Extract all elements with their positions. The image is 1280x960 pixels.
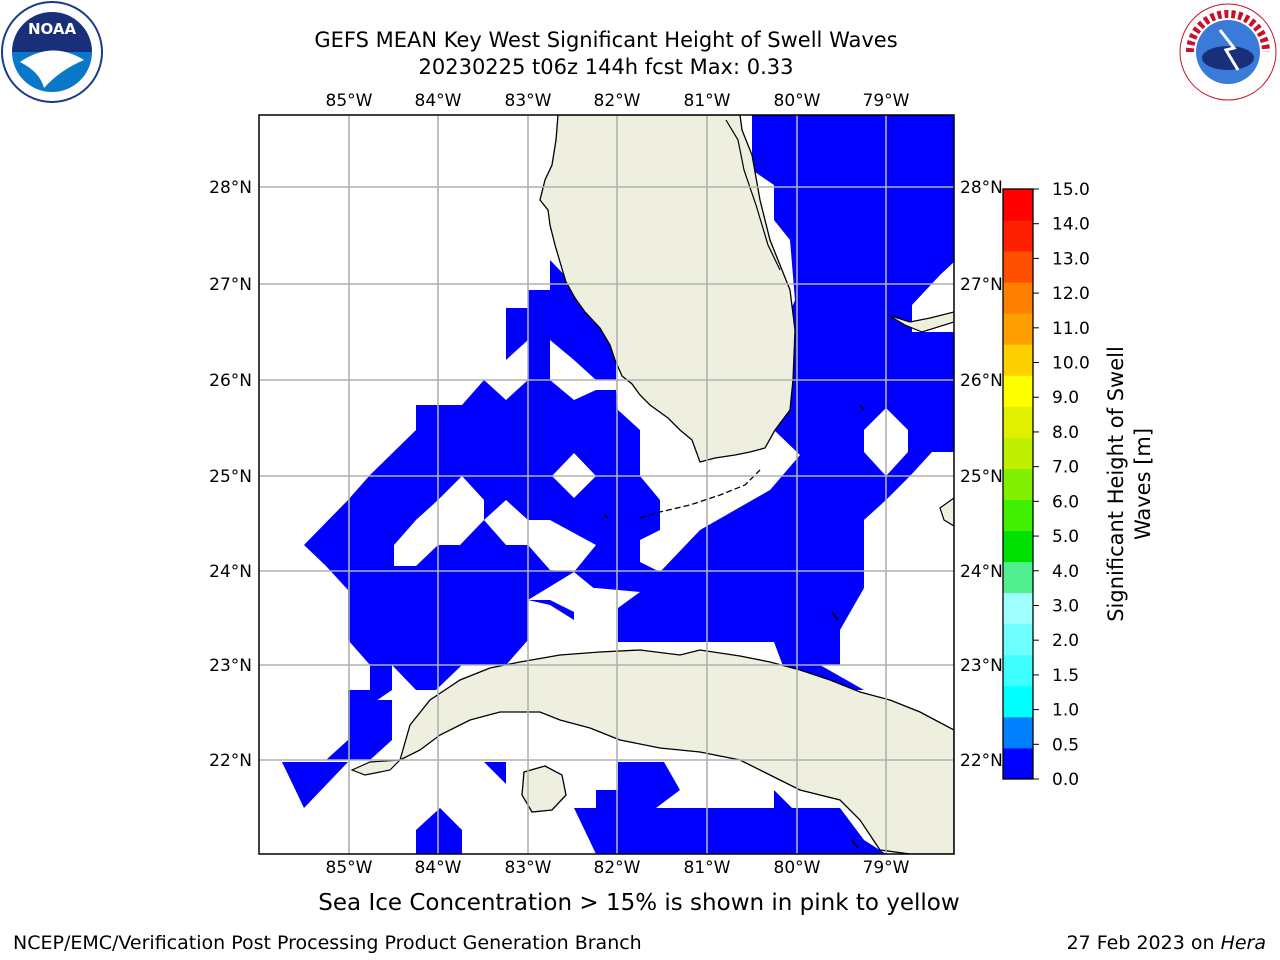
- colorbar-swatch: [1003, 468, 1033, 501]
- colorbar-swatch: [1003, 375, 1033, 407]
- colorbar-label-line2: Waves [m]: [1131, 428, 1155, 540]
- colorbar-swatch: [1003, 623, 1033, 656]
- lon-label-top: 84°W: [415, 91, 462, 111]
- lat-label-right: 22°N: [960, 751, 1003, 771]
- lon-label-bottom: 85°W: [326, 858, 373, 878]
- noaa-logo: NOAA: [1, 1, 103, 103]
- colorbar-tick-label: 15.0: [1052, 180, 1090, 200]
- map-subtitle: 20230225 t06z 144h fcst Max: 0.33: [418, 55, 794, 79]
- lon-label-top: 81°W: [684, 91, 731, 111]
- isla-juventud: [521, 765, 567, 813]
- colorbar-swatch: [1003, 747, 1033, 780]
- lat-label-right: 26°N: [960, 371, 1003, 391]
- map-frame: [258, 114, 955, 855]
- cuba-land: [398, 649, 954, 854]
- lat-label-left: 26°N: [209, 371, 252, 391]
- colorbar-tick-label: 10.0: [1052, 354, 1090, 374]
- lat-label-right: 25°N: [960, 467, 1003, 487]
- colorbar-swatch: [1003, 220, 1033, 252]
- colorbar-frame: [1002, 188, 1034, 780]
- svg-text:NOAA: NOAA: [28, 20, 77, 38]
- florida-keys: [639, 469, 761, 519]
- lat-label-left: 22°N: [209, 751, 252, 771]
- colorbar-swatch: [1003, 437, 1033, 469]
- colorbar-tick-label: 9.0: [1052, 388, 1079, 408]
- footer-date: 27 Feb 2023 on Hera: [1067, 932, 1266, 954]
- cuba-west-tip: [350, 759, 402, 776]
- map-title: GEFS MEAN Key West Significant Height of…: [314, 28, 898, 52]
- lon-label-bottom: 84°W: [415, 858, 462, 878]
- colorbar-swatch: [1003, 592, 1033, 625]
- lat-label-right: 27°N: [960, 275, 1003, 295]
- colorbar-swatch: [1003, 685, 1033, 718]
- lon-label-top: 80°W: [774, 91, 821, 111]
- wave-region: [574, 762, 886, 854]
- colorbar-tick-label: 1.5: [1052, 666, 1079, 686]
- colorbar-tick-label: 8.0: [1052, 423, 1079, 443]
- colorbar-tick-label: 13.0: [1052, 249, 1090, 269]
- colorbar-tick-label: 0.5: [1052, 735, 1079, 755]
- lat-label-left: 24°N: [209, 562, 252, 582]
- colorbar-swatch: [1003, 716, 1033, 749]
- colorbar-tick-label: 14.0: [1052, 215, 1090, 235]
- colorbar-tick-label: 7.0: [1052, 458, 1079, 478]
- lat-label-left: 23°N: [209, 656, 252, 676]
- colorbar-tick-label: 6.0: [1052, 492, 1079, 512]
- lat-label-right: 28°N: [960, 178, 1003, 198]
- small-cays: [603, 404, 865, 849]
- colorbar-swatch: [1003, 189, 1033, 221]
- lon-label-top: 83°W: [505, 91, 552, 111]
- national-weather-service-logo: [1179, 3, 1277, 101]
- footer-date-text: 27 Feb 2023 on: [1066, 932, 1221, 954]
- lat-label-left: 27°N: [209, 275, 252, 295]
- sea-ice-note: Sea Ice Concentration > 15% is shown in …: [318, 890, 960, 916]
- footer-credit: NCEP/EMC/Verification Post Processing Pr…: [13, 932, 642, 954]
- colorbar-swatch: [1003, 530, 1033, 563]
- lon-label-bottom: 79°W: [863, 858, 910, 878]
- colorbar-tick-label: 3.0: [1052, 596, 1079, 616]
- colorbar-tick-label: 0.0: [1052, 770, 1079, 790]
- colorbar-swatch: [1003, 344, 1033, 376]
- lon-label-top: 85°W: [326, 91, 373, 111]
- wave-region: [416, 808, 462, 854]
- colorbar-swatch: [1003, 313, 1033, 345]
- lon-label-top: 79°W: [863, 91, 910, 111]
- lon-label-top: 82°W: [594, 91, 641, 111]
- graticule: [259, 115, 954, 854]
- lon-label-bottom: 81°W: [684, 858, 731, 878]
- wave-region: [326, 700, 392, 760]
- colorbar-swatch: [1003, 499, 1033, 532]
- colorbar-tick-label: 11.0: [1052, 319, 1090, 339]
- lon-label-bottom: 83°W: [505, 858, 552, 878]
- colorbar-tick-label: 4.0: [1052, 562, 1079, 582]
- colorbar-swatch: [1003, 561, 1033, 594]
- colorbar-swatch: [1003, 406, 1033, 438]
- footer-host: Hera: [1220, 932, 1266, 954]
- colorbar-tick-label: 2.0: [1052, 631, 1079, 651]
- lon-label-bottom: 80°W: [774, 858, 821, 878]
- calm-region: [394, 476, 484, 566]
- colorbar-swatch: [1003, 654, 1033, 687]
- grand-bahama: [887, 311, 954, 333]
- lat-label-left: 25°N: [209, 467, 252, 487]
- colorbar-tick-label: 1.0: [1052, 701, 1079, 721]
- calm-region: [528, 572, 596, 612]
- map-layers: [259, 115, 954, 854]
- colorbar-label: Significant Height of Swell: [1104, 346, 1128, 622]
- colorbar-swatch: [1003, 251, 1033, 283]
- colorbar-swatch: [1003, 282, 1033, 314]
- bahamas-island: [939, 497, 954, 527]
- florida-land: [539, 115, 796, 463]
- lon-label-bottom: 82°W: [594, 858, 641, 878]
- wave-region: [282, 762, 348, 808]
- calm-region: [484, 500, 596, 572]
- lat-label-left: 28°N: [209, 178, 252, 198]
- lat-label-right: 23°N: [960, 656, 1003, 676]
- wave-region: [484, 762, 506, 784]
- lat-label-right: 24°N: [960, 562, 1003, 582]
- colorbar-tick-label: 12.0: [1052, 284, 1090, 304]
- colorbar-tick-label: 5.0: [1052, 527, 1079, 547]
